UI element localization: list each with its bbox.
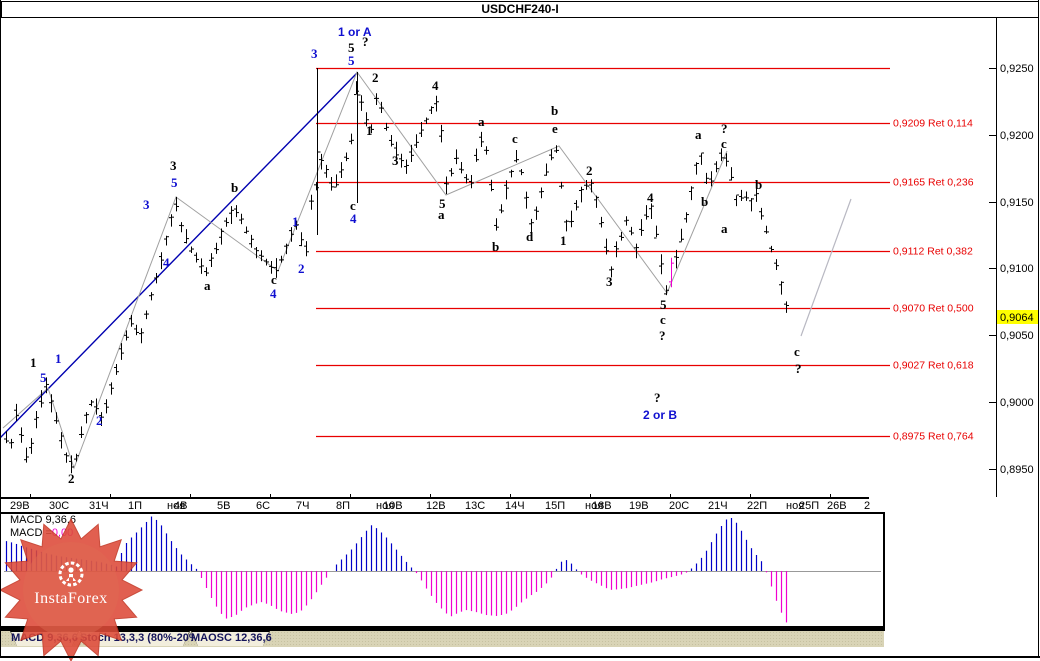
macd-settings-label: MACD 9,36,6 [10, 514, 77, 526]
tab-face [192, 632, 269, 646]
x-axis-label: 4В [174, 500, 187, 512]
x-axis-label: 26В [827, 500, 847, 512]
projection-line [800, 198, 852, 337]
window-border-bottom [0, 656, 1040, 658]
x-axis-label: ноя [585, 500, 603, 512]
x-axis-label: 2 [864, 500, 870, 512]
tab-macd[interactable]: MACD 9,36,6 [10, 631, 79, 646]
x-axis-label: 15П [545, 500, 565, 512]
price-axis-label: 0,9100 [1000, 263, 1034, 275]
macd-pane-right-border [883, 512, 885, 631]
price-axis-label: 0,9000 [1000, 397, 1034, 409]
x-axis-label: ноя [376, 500, 394, 512]
price-axis-label: 0,9200 [1000, 130, 1034, 142]
fib-label: 0,9112 Ret 0,382 [893, 246, 973, 258]
x-axis-label: 5В [217, 500, 230, 512]
window-border-right [1038, 0, 1039, 658]
macd-pane-bottom-border [0, 626, 885, 631]
x-axis-label: 12В [426, 500, 446, 512]
x-axis-label: 20С [669, 500, 689, 512]
macd-pane-top-border [0, 512, 884, 514]
fib-label: 0,9027 Ret 0,618 [893, 360, 974, 372]
current-price-label: 0,9064 [1000, 312, 1034, 324]
x-axis-label: 29В [10, 500, 30, 512]
macd-value-line: MACD =0,00 [10, 527, 74, 539]
price-axis-label: 0,9250 [1000, 63, 1034, 75]
x-axis-label: ноя [167, 500, 185, 512]
tab-maosc[interactable]: MAOSC 12,36,6 [191, 631, 272, 646]
price-axis-label: 0,9150 [1000, 197, 1034, 209]
x-axis-label: 22П [747, 500, 767, 512]
fib-label: 0,9165 Ret 0,236 [893, 177, 974, 189]
x-axis-label: ноя [786, 500, 804, 512]
fib-label: 0,9070 Ret 0,500 [893, 303, 974, 315]
x-axis-label: 13С [465, 500, 485, 512]
x-axis-label: 19В [629, 500, 649, 512]
chart-title: USDCHF240-I [1, 1, 1039, 18]
tab-maosc-label: MAOSC 12,36,6 [191, 632, 272, 644]
x-axis-label: 30С [49, 500, 69, 512]
elliott-zigzag-line [2, 70, 728, 470]
trend-line [0, 72, 358, 439]
x-axis-label: 21Ч [708, 500, 728, 512]
price-axis-label: 0,8950 [1000, 464, 1034, 476]
x-axis-label: 1П [128, 500, 142, 512]
fib-label: 0,9209 Ret 0,114 [893, 118, 973, 130]
tab-macd-label: MACD 9,36,6 [11, 632, 78, 644]
macd-current-value: 0,00 [51, 527, 74, 539]
x-axis-label: 10В [383, 500, 403, 512]
x-axis-label: 25П [799, 500, 819, 512]
tab-stochastic-label: Stoch 13,3,3 (80%-20%) [80, 632, 203, 644]
x-axis-label: 14Ч [505, 500, 525, 512]
x-axis-label: 7Ч [296, 500, 309, 512]
x-axis-label: 8П [336, 500, 350, 512]
x-axis-label: 31Ч [89, 500, 109, 512]
window-border-left [0, 0, 1, 658]
current-price-box [997, 310, 1039, 324]
macd-header: MACD 9,36,6 MACD =0,00 [10, 514, 76, 540]
x-axis-label: 18В [592, 500, 612, 512]
fib-label: 0,8975 Ret 0,764 [893, 431, 974, 443]
price-axis-label: 0,9050 [1000, 330, 1034, 342]
tab-stochastic[interactable]: Stoch 13,3,3 (80%-20%) [80, 631, 203, 646]
x-axis-label: 6С [256, 500, 270, 512]
